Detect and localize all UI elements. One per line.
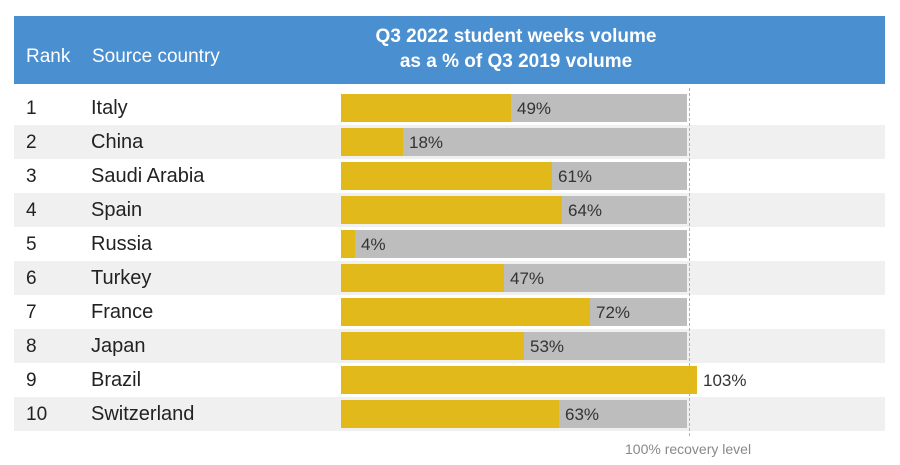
bar-value-label: 53% [530, 337, 565, 356]
bar-value-label: 49% [517, 99, 552, 118]
rank-cell: 6 [26, 268, 37, 289]
rank-cell: 7 [26, 302, 37, 323]
bar [341, 94, 511, 122]
rank-cell: 3 [26, 166, 37, 187]
country-cell: Turkey [91, 267, 152, 289]
bar [341, 128, 403, 156]
rank-column-header: Rank [26, 46, 71, 67]
rank-cell: 4 [26, 200, 37, 221]
rank-cell: 1 [26, 98, 37, 119]
country-cell: Switzerland [91, 403, 195, 425]
country-column-header: Source country [92, 46, 220, 67]
table-row: 1 Italy 49% [14, 91, 885, 125]
bar-value-label: 64% [568, 201, 603, 220]
recovery-reference-line [689, 88, 690, 436]
reference-line-label: 100% recovery level [625, 441, 752, 457]
bar [341, 162, 552, 190]
bar-value-label: 61% [558, 167, 593, 186]
country-cell: France [91, 301, 154, 323]
bar [341, 298, 590, 326]
table-row: 2 China 18% [14, 125, 885, 159]
rank-cell: 9 [26, 370, 37, 391]
rank-cell: 10 [26, 404, 48, 425]
bar-value-label: 18% [409, 133, 444, 152]
table-row: 10 Switzerland 63% [14, 397, 885, 431]
chart-title-line1: Q3 2022 student weeks volume [375, 26, 657, 47]
bar-value-label: 4% [361, 235, 386, 254]
rank-cell: 5 [26, 234, 37, 255]
rank-cell: 8 [26, 336, 37, 357]
country-cell: Italy [91, 97, 128, 119]
country-cell: Japan [91, 335, 146, 357]
bar [341, 264, 504, 292]
table-row: 7 France 72% [14, 295, 885, 329]
bar-value-label: 103% [703, 371, 747, 390]
table-row: 3 Saudi Arabia 61% [14, 159, 885, 193]
bar [341, 196, 562, 224]
table-row: 6 Turkey 47% [14, 261, 885, 295]
chart-title: Q3 2022 student weeks volume as a % of Q… [341, 24, 691, 74]
country-cell: China [91, 131, 144, 153]
table-row: 5 Russia 4% [14, 227, 885, 261]
bar-value-label: 72% [596, 303, 631, 322]
country-cell: Saudi Arabia [91, 165, 205, 187]
table-header: Rank Source country Q3 2022 student week… [14, 16, 885, 84]
chart-title-line2: as a % of Q3 2019 volume [399, 51, 633, 72]
bar [341, 400, 559, 428]
bar-track [341, 230, 687, 258]
country-cell: Spain [91, 199, 143, 221]
bar-value-label: 63% [565, 405, 600, 424]
rank-cell: 2 [26, 132, 37, 153]
table-row: 4 Spain 64% [14, 193, 885, 227]
country-cell: Russia [91, 233, 153, 255]
bar [341, 366, 697, 394]
bar [341, 230, 355, 258]
table-row: 9 Brazil 103% [14, 363, 885, 397]
country-cell: Brazil [91, 369, 142, 391]
table-row: 8 Japan 53% [14, 329, 885, 363]
bar [341, 332, 524, 360]
bar-value-label: 47% [510, 269, 545, 288]
